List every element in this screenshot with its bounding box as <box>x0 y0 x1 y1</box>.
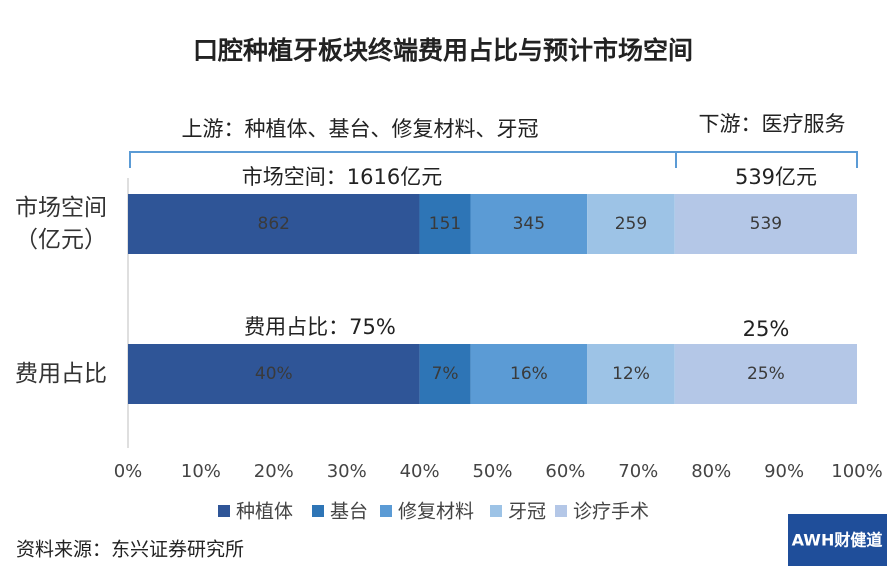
x-tick-label: 70% <box>618 461 658 482</box>
annotation: 市场空间：1616亿元 <box>242 165 442 189</box>
data-label: 259 <box>615 214 647 234</box>
bar <box>674 344 857 404</box>
watermark: AWH财健道 <box>792 531 883 550</box>
x-tick-label: 10% <box>181 461 221 482</box>
legend-label: 修复材料 <box>398 501 474 523</box>
y-tick-label: 费用占比 <box>15 361 107 387</box>
bar <box>587 194 675 254</box>
data-label: 151 <box>429 214 461 234</box>
x-tick-label: 80% <box>691 461 731 482</box>
data-label: 539 <box>750 214 782 234</box>
x-tick-label: 90% <box>764 461 804 482</box>
x-tick-label: 100% <box>831 461 882 482</box>
bar <box>128 194 420 254</box>
annotation: 上游：种植体、基台、修复材料、牙冠 <box>182 117 539 141</box>
annotation: 25% <box>743 317 790 341</box>
data-label: 12% <box>612 364 650 384</box>
annotation: 539亿元 <box>735 165 817 189</box>
bar <box>470 194 588 254</box>
bracket <box>129 151 858 168</box>
legend-swatch <box>490 505 502 517</box>
watermark-bg <box>788 514 887 566</box>
annotation: 下游：医疗服务 <box>699 112 846 136</box>
data-label: 25% <box>747 364 785 384</box>
data-label: 862 <box>258 214 290 234</box>
x-tick-label: 60% <box>545 461 585 482</box>
source: 资料来源：东兴证券研究所 <box>16 539 244 561</box>
legend-swatch <box>312 505 324 517</box>
legend-swatch <box>380 505 392 517</box>
bar <box>587 344 675 404</box>
x-tick-label: 0% <box>114 461 143 482</box>
data-label: 16% <box>510 364 548 384</box>
data-label: 40% <box>255 364 293 384</box>
legend-swatch <box>555 505 567 517</box>
bar <box>470 344 588 404</box>
x-tick-label: 50% <box>472 461 512 482</box>
x-tick-label: 20% <box>254 461 294 482</box>
annotation: 费用占比：75% <box>244 315 396 339</box>
chart-title: 口腔种植牙板块终端费用占比与预计市场空间 <box>193 36 693 65</box>
legend-label: 种植体 <box>236 501 293 523</box>
bar <box>419 194 471 254</box>
x-tick-label: 30% <box>327 461 367 482</box>
legend-label: 牙冠 <box>508 501 546 523</box>
legend-label: 诊疗手术 <box>573 501 649 523</box>
bar <box>419 344 471 404</box>
y-tick-label: 市场空间（亿元） <box>15 195 107 253</box>
bar <box>674 194 857 254</box>
legend-swatch <box>218 505 230 517</box>
bar <box>128 344 420 404</box>
data-label: 345 <box>513 214 545 234</box>
data-label: 7% <box>432 364 459 384</box>
x-tick-label: 40% <box>400 461 440 482</box>
legend-label: 基台 <box>330 501 368 523</box>
